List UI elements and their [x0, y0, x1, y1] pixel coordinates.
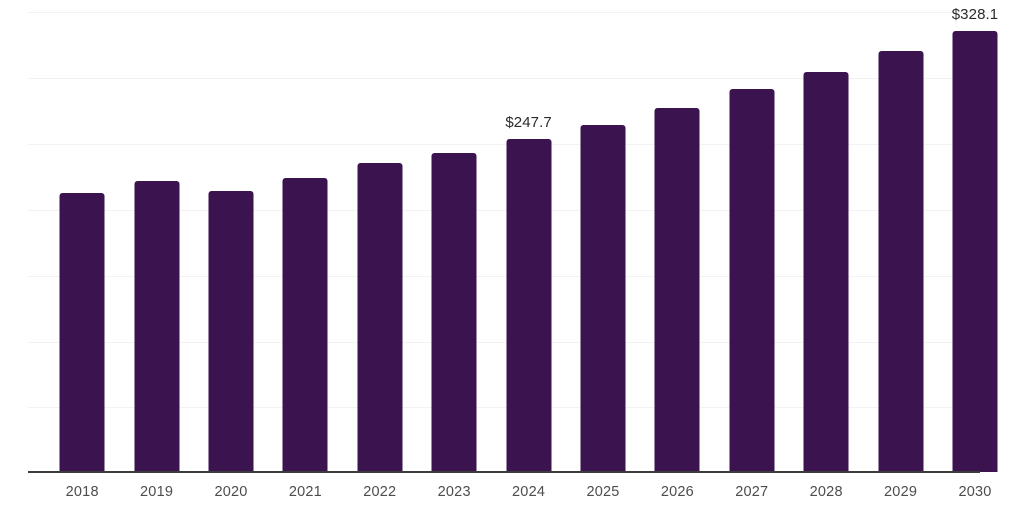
bar[interactable]	[729, 88, 775, 472]
bar[interactable]	[952, 30, 998, 472]
x-axis-tick-labels: 2018 2019 2020 2021 2022 2023 2024 2025 2026 2027…	[28, 472, 995, 512]
bars-layer: $247.7 $328.1	[28, 0, 998, 472]
x-tick-label-2018: 2018	[65, 484, 99, 500]
x-tick-label-2024: 2024	[512, 484, 546, 500]
bar-group[interactable]: $247.7	[491, 0, 565, 472]
plot-area: $247.7 $328.1	[28, 0, 998, 472]
bar-group[interactable]	[566, 0, 640, 472]
x-tick-label-2022: 2022	[363, 484, 397, 500]
bar-group[interactable]	[789, 0, 863, 472]
bar[interactable]	[357, 162, 403, 472]
bar[interactable]	[134, 180, 180, 472]
bar[interactable]	[431, 152, 477, 472]
x-tick-label-2028: 2028	[809, 484, 843, 500]
gridline	[28, 77, 995, 79]
bar[interactable]	[654, 107, 700, 472]
bar-group[interactable]	[45, 0, 119, 472]
x-tick-label-2021: 2021	[288, 484, 322, 500]
bar[interactable]	[506, 138, 552, 472]
bar-group[interactable]	[268, 0, 342, 472]
gridline	[28, 12, 995, 14]
bar-group[interactable]	[119, 0, 193, 472]
x-tick-label-2019: 2019	[140, 484, 174, 500]
bar[interactable]	[282, 177, 328, 472]
x-tick-label-2026: 2026	[660, 484, 694, 500]
bar-value-label: $247.7	[505, 113, 552, 131]
bar[interactable]	[580, 124, 626, 472]
bar-group[interactable]	[417, 0, 491, 472]
x-tick-label-2027: 2027	[735, 484, 769, 500]
x-tick-label-2020: 2020	[214, 484, 248, 500]
bar-group[interactable]: $328.1	[938, 0, 1012, 472]
bar[interactable]	[59, 192, 105, 472]
bar-value-label: $328.1	[951, 5, 999, 23]
bar-group[interactable]	[863, 0, 937, 472]
bar[interactable]	[803, 71, 849, 472]
x-tick-label-2029: 2029	[884, 484, 918, 500]
bar-group[interactable]	[194, 0, 268, 472]
x-tick-label-2023: 2023	[437, 484, 471, 500]
bar[interactable]	[878, 50, 924, 472]
x-tick-label-2025: 2025	[586, 484, 620, 500]
bar[interactable]	[208, 190, 254, 472]
bar-group[interactable]	[640, 0, 714, 472]
bar-group[interactable]	[343, 0, 417, 472]
x-axis-line	[28, 471, 980, 473]
x-tick-label-2030: 2030	[958, 484, 992, 500]
bar-group[interactable]	[715, 0, 789, 472]
